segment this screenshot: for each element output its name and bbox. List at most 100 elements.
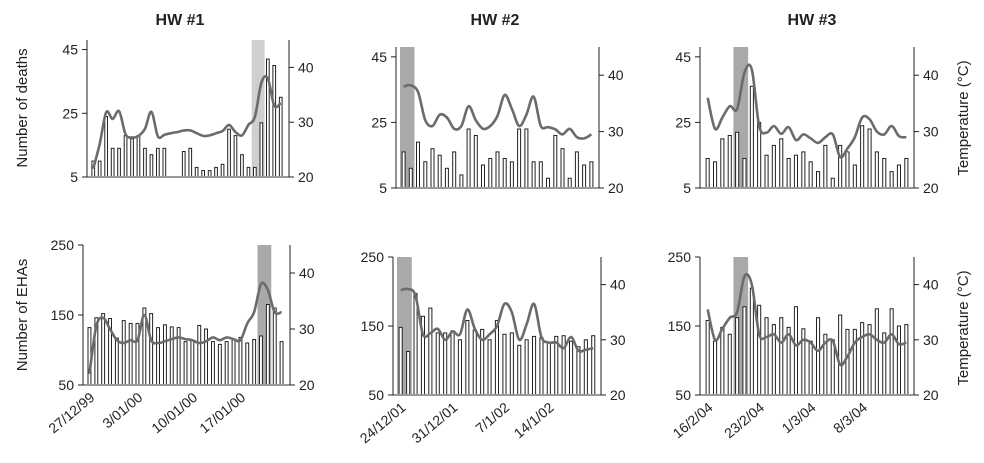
temperature-line [400, 287, 594, 353]
y-axis-label: Number of deaths [14, 48, 31, 167]
x-tick-label: 7/1/02 [472, 399, 512, 436]
bar [149, 313, 154, 386]
bar [735, 317, 740, 396]
bar [874, 308, 879, 396]
bar [576, 346, 581, 396]
y-tick-label: 50 [58, 377, 74, 393]
bar [889, 171, 894, 189]
chart-title: HW #3 [788, 12, 837, 29]
bar [764, 317, 769, 396]
bar [569, 340, 574, 396]
bar [149, 154, 154, 178]
bar [589, 161, 594, 189]
bar [764, 154, 769, 189]
bar [808, 340, 813, 396]
bar [472, 329, 477, 396]
bar [808, 161, 813, 189]
bar [156, 327, 161, 386]
bar [259, 335, 263, 386]
bar [114, 337, 119, 386]
bar [465, 320, 470, 396]
y2-tick-label: 40 [923, 67, 939, 83]
bar [845, 151, 850, 189]
bar [265, 304, 270, 386]
y2-axis-label: Temperature (°C) [955, 270, 972, 385]
bar [823, 144, 828, 189]
bar [428, 307, 433, 396]
bar [502, 333, 507, 396]
bar [786, 158, 791, 189]
bar [214, 166, 218, 178]
y2-tick-label: 40 [923, 277, 939, 293]
y2-axis-label: Temperature (°C) [955, 60, 972, 175]
bar [121, 320, 126, 386]
bar [517, 128, 522, 189]
y-tick-label: 25 [62, 105, 78, 121]
bar [816, 171, 821, 189]
y-tick-label: 150 [668, 318, 692, 334]
bar [860, 125, 865, 189]
bar [852, 164, 857, 189]
y-tick-label: 250 [668, 249, 692, 265]
bar [838, 314, 843, 396]
bar [401, 151, 406, 189]
bar [272, 307, 277, 386]
bar [742, 306, 747, 396]
y-tick-label: 50 [368, 387, 384, 403]
y-tick-label: 150 [361, 318, 385, 334]
bar [727, 333, 732, 396]
bar [524, 128, 529, 189]
bar [101, 313, 106, 386]
bar [546, 342, 551, 396]
bar [713, 161, 718, 189]
bar [539, 337, 544, 396]
bar [720, 326, 725, 396]
bar [163, 324, 167, 386]
bar [532, 335, 537, 396]
temperature-line [88, 281, 282, 374]
bar [128, 322, 133, 386]
bar [583, 339, 588, 396]
bar [423, 161, 428, 189]
bar [194, 166, 199, 178]
bar [227, 128, 231, 178]
bar [272, 65, 277, 178]
bar [779, 138, 784, 189]
bar [123, 135, 128, 178]
x-tick-label: 16/2/04 [670, 399, 716, 441]
bar [713, 340, 718, 396]
bar [457, 339, 462, 396]
bar [531, 161, 536, 189]
y2-tick-label: 30 [923, 124, 939, 140]
y-tick-label: 50 [675, 387, 691, 403]
bar [183, 341, 188, 386]
y2-tick-label: 20 [299, 377, 315, 393]
bar [574, 151, 579, 189]
y-tick-label: 45 [675, 49, 691, 65]
y-tick-label: 45 [62, 42, 78, 58]
chart-title: HW #1 [156, 12, 205, 29]
x-tick-label: 1/3/04 [778, 399, 818, 436]
x-tick-label: 27/12/99 [45, 389, 97, 436]
bar [437, 154, 442, 189]
bar [793, 154, 799, 189]
bar [459, 174, 464, 189]
x-tick-label: 17/01/00 [196, 389, 248, 436]
y2-tick-label: 30 [298, 114, 314, 130]
bar [553, 135, 558, 189]
bar [816, 317, 821, 396]
bar [560, 148, 565, 189]
y2-tick-label: 40 [608, 67, 624, 83]
x-tick-label: 10/01/00 [148, 389, 200, 436]
bar [727, 135, 732, 189]
bar [104, 116, 109, 178]
bar [466, 128, 471, 189]
bar [110, 147, 115, 178]
y-tick-label: 5 [70, 169, 78, 185]
y-tick-label: 5 [683, 180, 691, 196]
temperature-line [403, 83, 593, 140]
bar [211, 341, 215, 386]
x-tick-label: 23/2/04 [721, 399, 767, 441]
bar [181, 151, 186, 178]
panel-3 [695, 47, 919, 189]
